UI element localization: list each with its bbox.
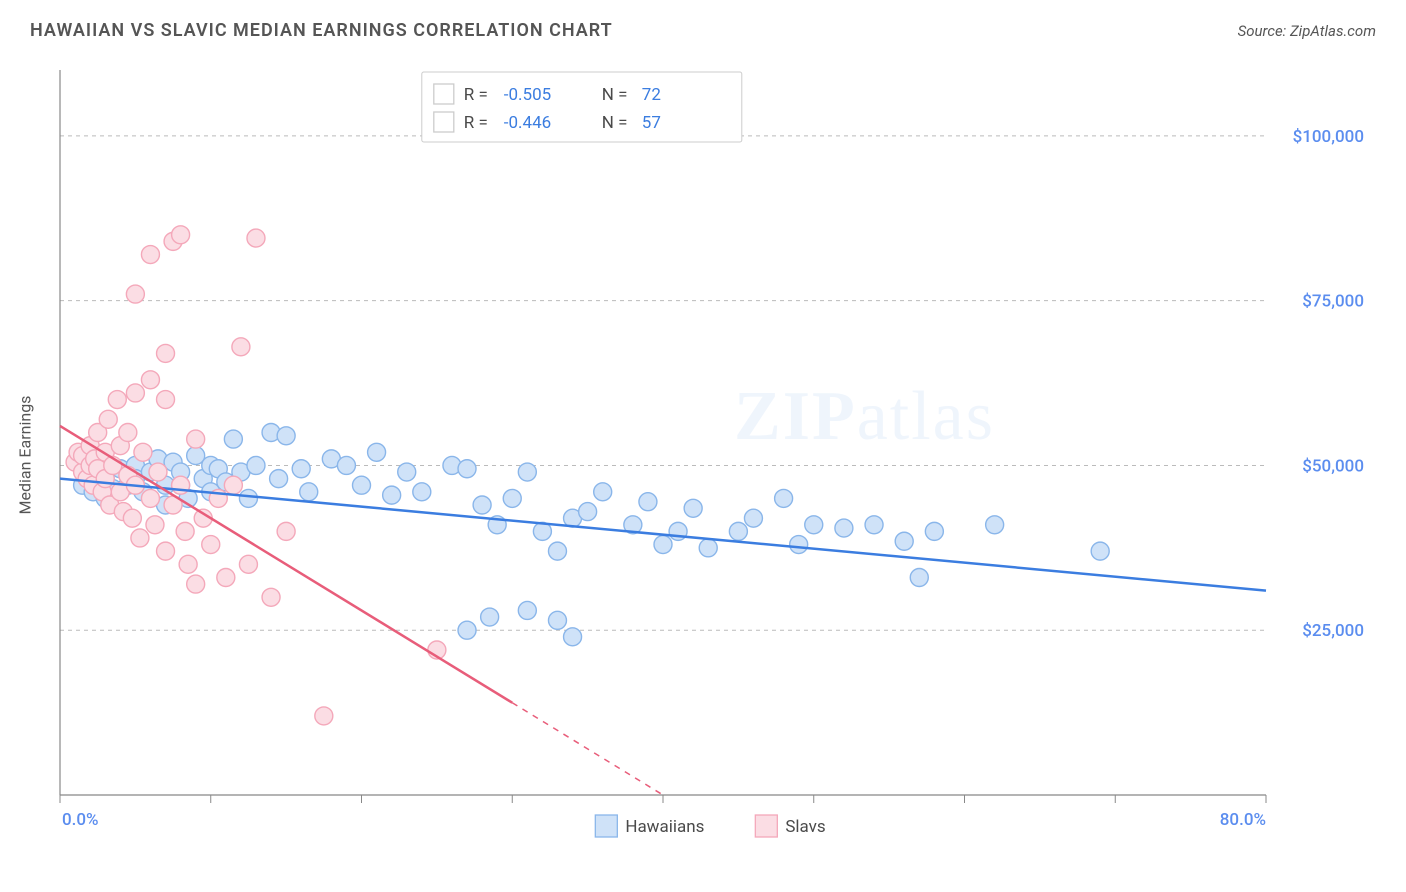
data-point [224, 430, 242, 448]
data-point [548, 542, 566, 560]
data-point [119, 424, 137, 442]
data-point [126, 384, 144, 402]
data-point [315, 707, 333, 725]
data-point [790, 536, 808, 554]
svg-text:$25,000: $25,000 [1302, 621, 1364, 641]
data-point [157, 391, 175, 409]
svg-text:-0.505: -0.505 [504, 85, 551, 105]
data-point [518, 463, 536, 481]
data-point [564, 628, 582, 646]
data-point [217, 569, 235, 587]
svg-text:-0.446: -0.446 [504, 113, 551, 133]
data-point [398, 463, 416, 481]
legend: Hawaiians Slavs [595, 815, 825, 837]
data-point [157, 344, 175, 362]
data-point [473, 496, 491, 514]
trend-line-dashed [512, 703, 663, 795]
data-point [368, 443, 386, 461]
svg-text:$50,000: $50,000 [1302, 456, 1364, 476]
svg-text:N =: N = [602, 85, 628, 105]
svg-text:R =: R = [464, 113, 488, 133]
data-point [202, 536, 220, 554]
data-point [579, 503, 597, 521]
data-point [239, 489, 257, 507]
data-point [149, 463, 167, 481]
data-point [744, 509, 762, 527]
data-point [270, 470, 288, 488]
data-point [503, 489, 521, 507]
data-point [108, 391, 126, 409]
data-point [277, 427, 295, 445]
legend-label: Slavs [785, 817, 825, 837]
data-point [383, 486, 401, 504]
data-point [925, 522, 943, 540]
trend-line [60, 479, 1266, 591]
data-point [224, 476, 242, 494]
data-point [232, 338, 250, 356]
data-point [262, 588, 280, 606]
legend-label: Hawaiians [625, 817, 704, 837]
data-point [141, 371, 159, 389]
data-point [337, 456, 355, 474]
data-point [458, 460, 476, 478]
data-point [239, 555, 257, 573]
data-point [157, 542, 175, 560]
data-point [277, 522, 295, 540]
data-point [179, 555, 197, 573]
data-point [247, 456, 265, 474]
data-point [835, 519, 853, 537]
data-point [986, 516, 1004, 534]
chart-title: HAWAIIAN VS SLAVIC MEDIAN EARNINGS CORRE… [30, 20, 613, 41]
data-point [865, 516, 883, 534]
data-point [247, 229, 265, 247]
data-point [594, 483, 612, 501]
svg-text:0.0%: 0.0% [62, 810, 99, 830]
data-point [1091, 542, 1109, 560]
legend-swatch [755, 815, 777, 837]
data-point [187, 575, 205, 593]
data-point [895, 532, 913, 550]
svg-text:$75,000: $75,000 [1302, 292, 1364, 312]
data-point [518, 601, 536, 619]
data-point [805, 516, 823, 534]
data-point [353, 476, 371, 494]
data-point [639, 493, 657, 511]
data-point [548, 611, 566, 629]
data-point [458, 621, 476, 639]
data-point [775, 489, 793, 507]
data-point [292, 460, 310, 478]
svg-text:R =: R = [464, 85, 488, 105]
stats-box: R = -0.505 N = 72 R = -0.446 N = 57 [422, 72, 742, 142]
svg-text:N =: N = [602, 113, 628, 133]
data-point [654, 536, 672, 554]
data-point [126, 285, 144, 303]
data-point [699, 539, 717, 557]
svg-text:57: 57 [642, 113, 661, 133]
data-point [141, 246, 159, 264]
data-point [910, 569, 928, 587]
data-point [141, 489, 159, 507]
data-point [684, 499, 702, 517]
data-point [413, 483, 431, 501]
svg-text:$100,000: $100,000 [1293, 127, 1364, 147]
data-point [134, 443, 152, 461]
data-point [146, 516, 164, 534]
data-point [300, 483, 318, 501]
data-point [99, 410, 117, 428]
legend-swatch [595, 815, 617, 837]
svg-text:80.0%: 80.0% [1220, 810, 1266, 830]
chart-container: Median Earnings ZIPatlas$25,000$50,000$7… [30, 55, 1376, 855]
svg-text:72: 72 [642, 85, 661, 105]
data-point [123, 509, 141, 527]
source-label: Source: ZipAtlas.com [1238, 22, 1376, 40]
data-point [729, 522, 747, 540]
data-point [187, 430, 205, 448]
data-point [176, 522, 194, 540]
svg-text:ZIPatlas: ZIPatlas [734, 378, 995, 455]
y-axis-label: Median Earnings [16, 396, 35, 515]
data-point [131, 529, 149, 547]
scatter-chart: ZIPatlas $25,000 $50,000 $75,000 $100,000 0.0… [30, 55, 1376, 855]
data-point [481, 608, 499, 626]
data-point [172, 226, 190, 244]
